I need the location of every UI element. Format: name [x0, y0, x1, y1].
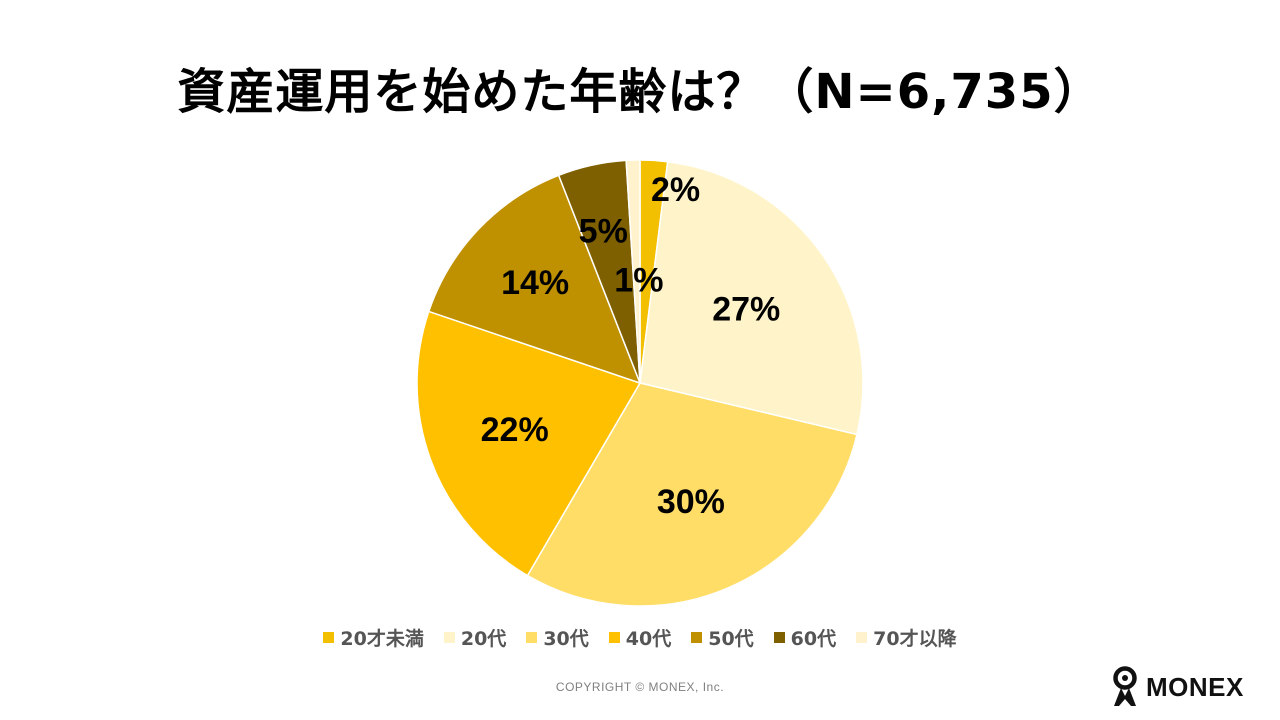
legend-item-0: 20才未満 [323, 624, 424, 651]
legend-swatch-6 [856, 632, 868, 643]
legend-item-4: 50代 [691, 624, 754, 651]
slice-label-5: 5% [579, 212, 628, 250]
pie-labels: 2% 27% 30% 22% 14% 5% 1% [481, 171, 781, 521]
legend-label-4: 50代 [708, 628, 754, 650]
legend-label-2: 30代 [543, 628, 589, 650]
copyright-text: COPYRIGHT © MONEX, Inc. [555, 680, 725, 694]
slice-label-0: 2% [651, 171, 700, 209]
legend-swatch-5 [773, 632, 785, 643]
slice-label-4: 14% [501, 264, 569, 302]
legend-label-6: 70才以降 [873, 628, 957, 650]
monex-logo-icon [1113, 666, 1137, 706]
legend-item-3: 40代 [608, 624, 672, 651]
pie-slice-3 [416, 310, 642, 577]
legend-item-1: 20代 [443, 624, 507, 651]
brand-logo: MONEX [1108, 666, 1244, 708]
legend-label-5: 60代 [790, 628, 837, 650]
legend-item-2: 30代 [526, 624, 589, 651]
slice-label-2: 30% [657, 483, 725, 521]
legend-item-6: 70才以降 [856, 624, 957, 651]
pie-slice-2 [526, 382, 858, 607]
slice-label-6: 1% [614, 261, 663, 299]
pie-slice-6 [625, 159, 641, 384]
legend-label-1: 20代 [460, 628, 507, 650]
pie-slice-1 [639, 160, 864, 436]
pie-slice-4 [427, 174, 642, 385]
pie-slices [416, 159, 864, 607]
legend-swatch-3 [608, 632, 620, 643]
legend-label-0: 20才未満 [340, 628, 424, 650]
chart-title: 資産運用を始めた年齢は？（N=6,735） [177, 64, 1103, 120]
legend-swatch-1 [443, 632, 455, 643]
slice-label-1: 27% [712, 290, 780, 328]
legend-item-5: 60代 [773, 624, 837, 651]
legend-swatch-0 [323, 632, 335, 643]
brand-name: MONEX [1146, 671, 1244, 702]
legend-swatch-2 [526, 632, 538, 643]
legend-label-3: 40代 [625, 628, 672, 650]
legend-swatch-4 [691, 632, 703, 643]
chart-legend: 20才未満 20代 30代 40代 50代 60代 70才以降 [0, 624, 1280, 651]
slice-label-3: 22% [481, 411, 549, 449]
